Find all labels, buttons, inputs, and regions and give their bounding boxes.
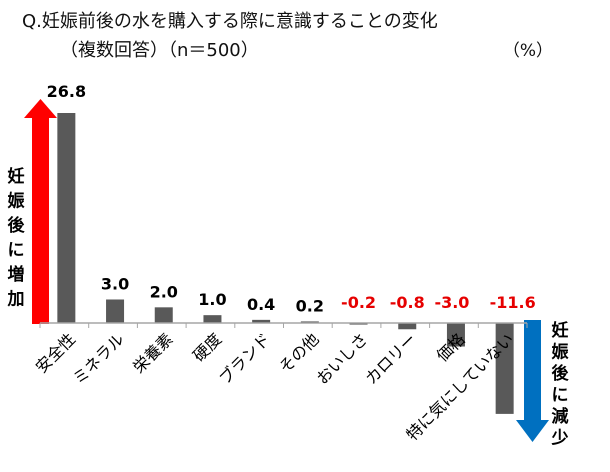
- category-label-3: 栄養素: [129, 329, 176, 376]
- bar-9: [446, 323, 465, 347]
- data-label-7: -0.2: [341, 293, 376, 312]
- bar-7: [349, 323, 368, 325]
- data-label-9: -3.0: [434, 293, 469, 312]
- data-label-2: 3.0: [101, 274, 129, 293]
- decrease-arrow: [516, 320, 549, 442]
- category-label-5: ブランド: [215, 329, 274, 388]
- decrease-arrow-head: [516, 420, 549, 442]
- category-label-7: おいしさ: [313, 329, 372, 388]
- chart-subtitle: （複数回答）（n＝500）: [60, 40, 259, 61]
- data-label-10: -11.6: [490, 293, 536, 312]
- bar-4: [203, 315, 222, 323]
- bar-1: [57, 113, 76, 323]
- category-label-4: 硬度: [189, 329, 225, 365]
- data-label-6: 0.2: [296, 296, 324, 315]
- bar-3: [154, 307, 173, 323]
- chart-title: Q.妊娠前後の水を購入する際に意識することの変化: [22, 11, 438, 32]
- data-label-8: -0.8: [390, 293, 425, 312]
- decrease-arrow-shaft: [524, 320, 541, 420]
- unit-label: （%）: [503, 41, 553, 61]
- data-label-5: 0.4: [247, 295, 275, 314]
- decrease-label: 妊娠後に減少: [551, 320, 570, 449]
- category-label-6: その他: [275, 329, 322, 376]
- bar-5: [252, 319, 271, 323]
- category-label-1: 安全性: [32, 329, 79, 376]
- increase-arrow: [24, 99, 57, 324]
- data-label-3: 2.0: [150, 282, 178, 301]
- bar-8: [398, 323, 417, 330]
- data-label-4: 1.0: [198, 290, 226, 309]
- increase-arrow-head: [24, 99, 57, 118]
- bar-6: [300, 321, 319, 323]
- increase-arrow-shaft: [32, 118, 49, 324]
- data-label-1: 26.8: [47, 82, 86, 101]
- bar-10: [495, 323, 514, 414]
- increase-label: 妊娠後に増加: [7, 166, 26, 310]
- bar-2: [106, 299, 125, 323]
- category-label-8: カロリー: [361, 329, 420, 388]
- category-label-2: ミネラル: [69, 329, 128, 388]
